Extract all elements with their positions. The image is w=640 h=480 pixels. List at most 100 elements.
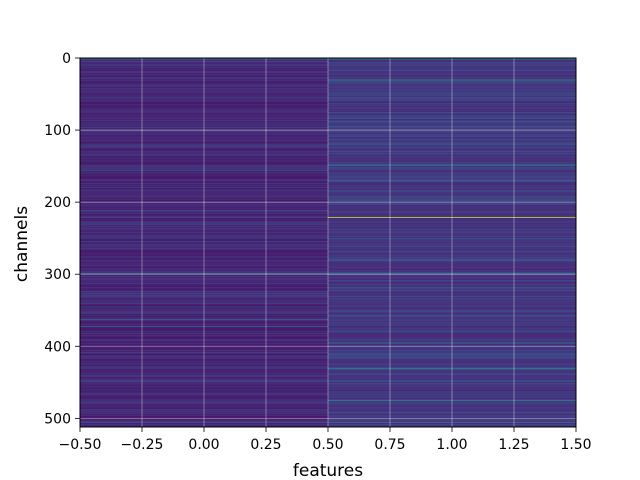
heatmap-cell [80,97,328,99]
heatmap-cell [328,321,576,323]
heatmap-cell [80,356,328,358]
heatmap-cell [328,276,576,278]
heatmap-cell [328,139,576,141]
heatmap-cell [80,328,328,330]
heatmap-cell [328,201,576,203]
heatmap-cell [80,220,328,222]
heatmap-cell [80,348,328,350]
heatmap-cell [80,213,328,215]
heatmap-cell [80,373,328,375]
heatmap-cell [80,221,328,223]
heatmap-cell [328,269,576,271]
heatmap-cell [80,148,328,150]
heatmap-cell [328,206,576,208]
heatmap-cell [328,377,576,379]
heatmap-cell [80,225,328,227]
heatmap-cell [328,370,576,372]
heatmap-cell [80,378,328,380]
heatmap-cell [328,168,576,170]
heatmap-cell [80,309,328,311]
heatmap-cell [328,339,576,341]
heatmap-cell [80,219,328,221]
heatmap-cell [80,283,328,285]
heatmap-cell [328,351,576,353]
heatmap-cell [328,187,576,189]
heatmap-cell [80,388,328,390]
heatmap-cell [328,314,576,316]
heatmap-cell [80,293,328,295]
heatmap-cell [80,351,328,353]
heatmap-cell [80,370,328,372]
heatmap-cell [80,347,328,349]
heatmap-cell [80,264,328,266]
heatmap-cell [328,215,576,217]
heatmap-cell [328,205,576,207]
heatmap-cell [328,68,576,70]
heatmap-cell [80,294,328,296]
heatmap-cell [328,187,576,189]
heatmap-cell [328,88,576,91]
heatmap-cell [328,135,576,137]
heatmap-cell [328,217,576,219]
heatmap-cell [328,365,576,367]
heatmap-cell [328,315,576,317]
heatmap-cell [328,263,576,265]
heatmap-cell [80,137,328,139]
heatmap-cell [80,162,328,164]
heatmap-cell [328,410,576,412]
heatmap-cell [328,241,576,243]
heatmap-cell [80,132,328,135]
heatmap-cell [328,349,576,351]
heatmap-cell [328,181,576,183]
heatmap-cell [80,269,328,271]
heatmap-cell [80,228,328,230]
heatmap-cell [328,98,576,100]
heatmap-cell [328,404,576,406]
heatmap-cell [328,299,576,301]
heatmap-cell [328,87,576,89]
heatmap-cell [80,331,328,333]
heatmap-cell [328,362,576,364]
heatmap-cell [328,106,576,108]
heatmap-cell [80,146,328,148]
heatmap-cell [328,347,576,349]
heatmap-cell [328,417,576,419]
heatmap-cell [328,63,576,65]
heatmap-cell [328,377,576,380]
heatmap-cell [80,153,328,155]
heatmap-cell [328,313,576,315]
heatmap-cell [80,409,328,411]
heatmap-cell [328,70,576,72]
heatmap-cell [328,183,576,185]
heatmap-cell [328,180,576,182]
heatmap-cell [80,395,328,397]
heatmap-cell [80,131,328,133]
heatmap-cell [80,117,328,119]
heatmap-cell [80,379,328,381]
heatmap-cell [80,177,328,179]
heatmap-cell [328,156,576,158]
heatmap-cell [80,180,328,182]
heatmap-cell [328,64,576,66]
heatmap-cell [328,129,576,131]
heatmap-cell [328,346,576,348]
heatmap-cell [328,169,576,171]
heatmap-cell [328,282,576,284]
heatmap-cell [328,422,576,424]
heatmap-cell [80,271,328,273]
heatmap-cell [80,197,328,199]
heatmap-cell [328,66,576,68]
heatmap-cell [80,326,328,328]
heatmap-cell [80,417,328,419]
heatmap-cell [80,208,328,210]
heatmap-cell [80,336,328,338]
heatmap-cell [328,179,576,181]
heatmap-cell [328,405,576,407]
heatmap-cell [80,416,328,418]
heatmap-cell [80,243,328,245]
heatmap-cell [80,403,328,406]
heatmap-cell [80,247,328,249]
heatmap-cell [328,306,576,308]
heatmap-cell [328,308,576,310]
heatmap-cell [80,168,328,170]
